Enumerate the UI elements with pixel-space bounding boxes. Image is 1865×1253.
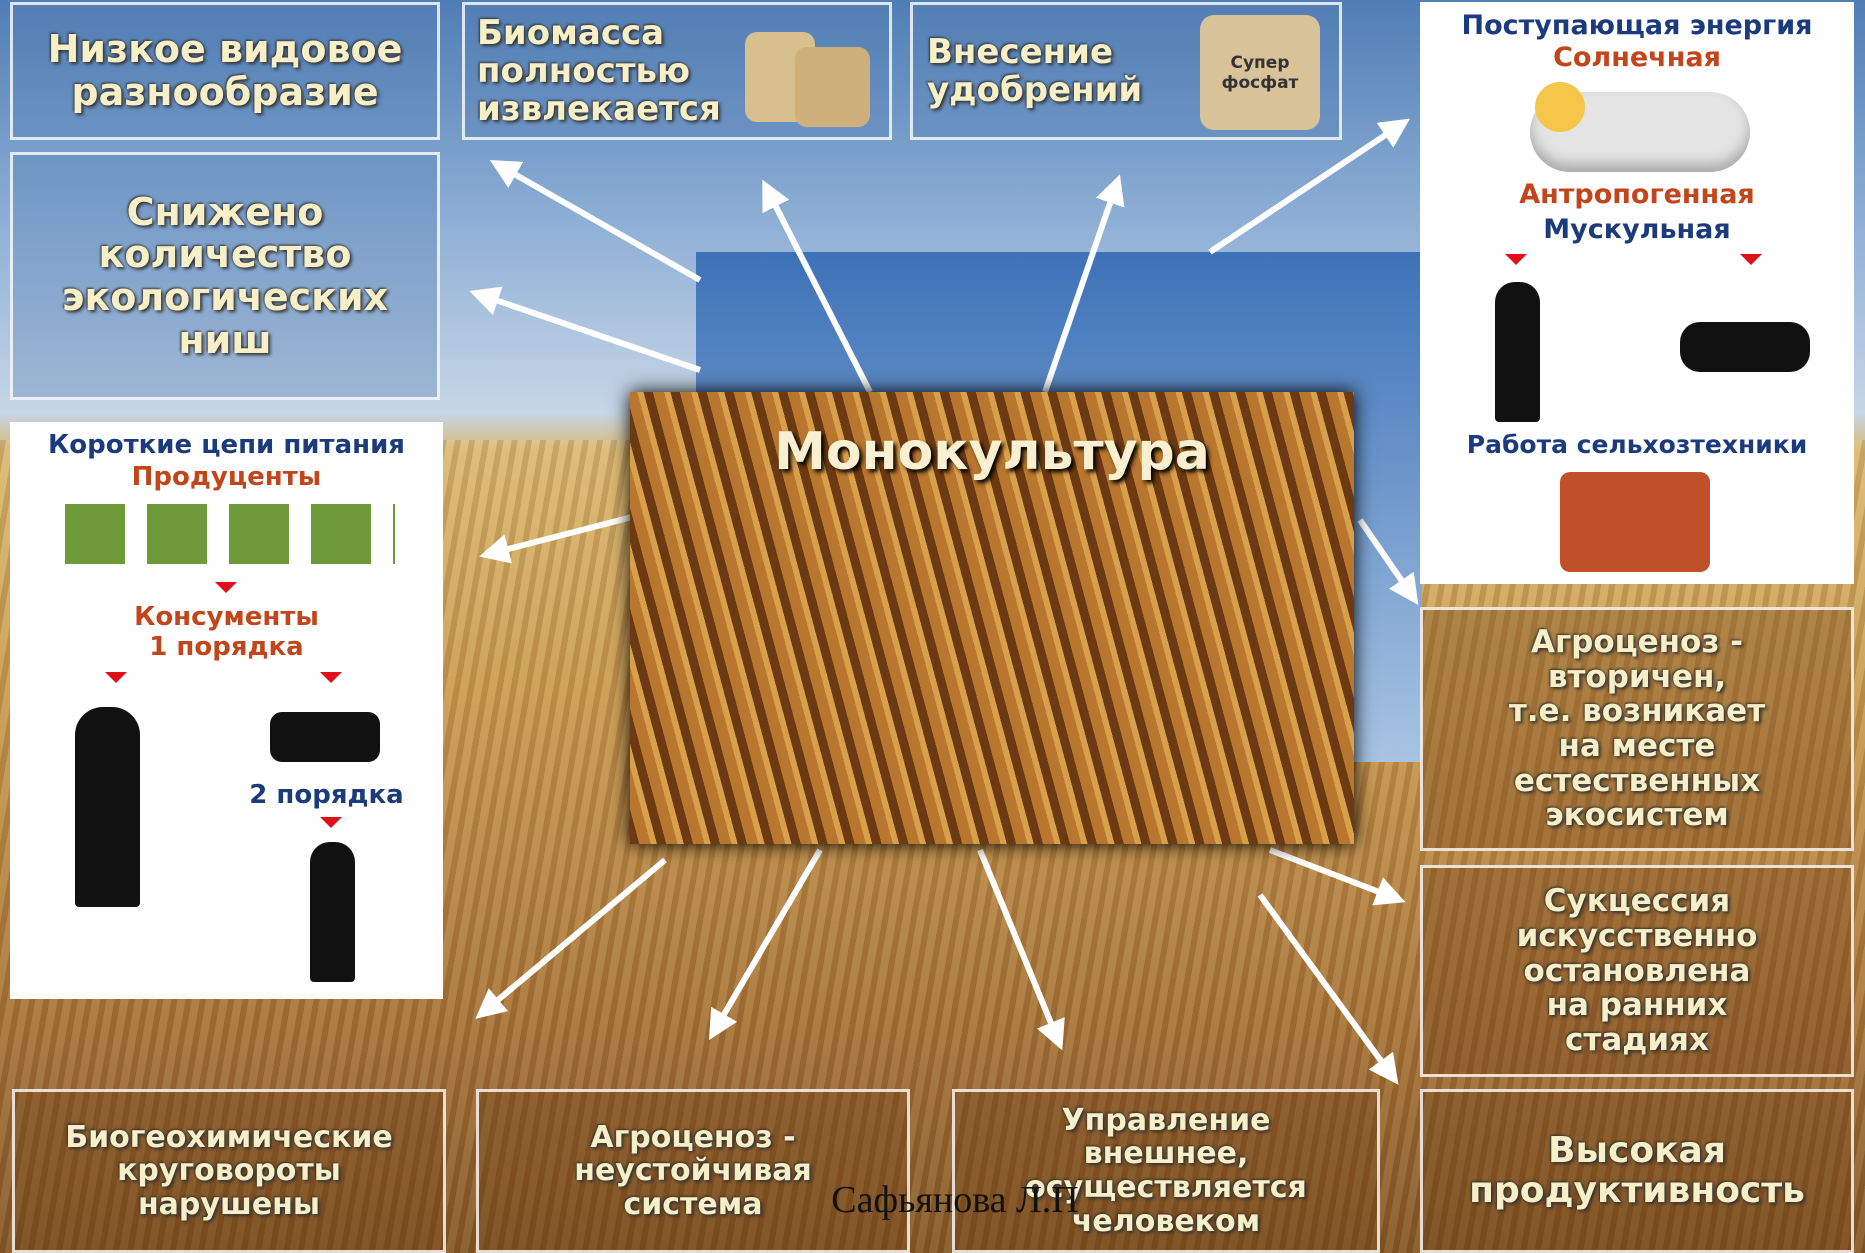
energy-title: Поступающая энергия: [1420, 10, 1854, 41]
pointer: [1740, 254, 1762, 265]
energy-solar: Солнечная: [1420, 42, 1854, 73]
person-icon: [310, 842, 355, 982]
pointer: [1505, 254, 1527, 265]
info-box: Управление внешнее, осуществляется челов…: [952, 1089, 1380, 1253]
info-box: Биогеохимические круговороты нарушены: [12, 1089, 446, 1253]
energy-machinery: Работа сельхозтехники: [1420, 430, 1854, 459]
energy-muscular: Мускульная: [1420, 214, 1854, 245]
info-box: Высокая продуктивность: [1420, 1089, 1854, 1253]
producers: Продуценты: [10, 462, 443, 492]
energy-anthropogenic: Антропогенная: [1420, 179, 1854, 210]
info-box: Агроценоз - неустойчивая система: [476, 1089, 910, 1253]
food-chain-panel: Короткие цепи питания Продуценты Консуме…: [10, 422, 443, 999]
center-image: Монокультура: [630, 392, 1354, 844]
sacks-icon: [745, 22, 880, 127]
pointer: [320, 817, 342, 828]
person-icon: [75, 707, 140, 907]
sun-icon: [1535, 82, 1585, 132]
wheat-icons: [65, 504, 395, 564]
pointer: [105, 672, 127, 683]
horse-icon: [1680, 322, 1810, 372]
info-box: Низкое видовое разнообразие: [10, 2, 440, 140]
cow-icon: [270, 712, 380, 762]
info-box: Агроценоз - вторичен, т.е. возникает на …: [1420, 607, 1854, 851]
food-chain-title: Короткие цепи питания: [10, 430, 443, 460]
pointer: [215, 582, 237, 593]
bag-label: Супер фосфат: [1200, 15, 1320, 130]
consumers-1: Консументы 1 порядка: [10, 602, 443, 662]
center-title: Монокультура: [630, 422, 1354, 482]
pointer: [320, 672, 342, 683]
consumers-2: 2 порядка: [210, 780, 443, 810]
tractor-icon: [1560, 472, 1710, 572]
watermark: Сафьянова Л.П: [760, 1178, 1150, 1222]
person-icon: [1495, 282, 1540, 422]
info-box: Сукцессия искусственно остановлена на ра…: [1420, 865, 1854, 1077]
info-box: Снижено количество экологических ниш: [10, 152, 440, 400]
energy-panel: Поступающая энергия Солнечная Антропоген…: [1420, 2, 1854, 584]
page: Монокультура Низкое видовое разнообразие…: [0, 0, 1865, 1253]
